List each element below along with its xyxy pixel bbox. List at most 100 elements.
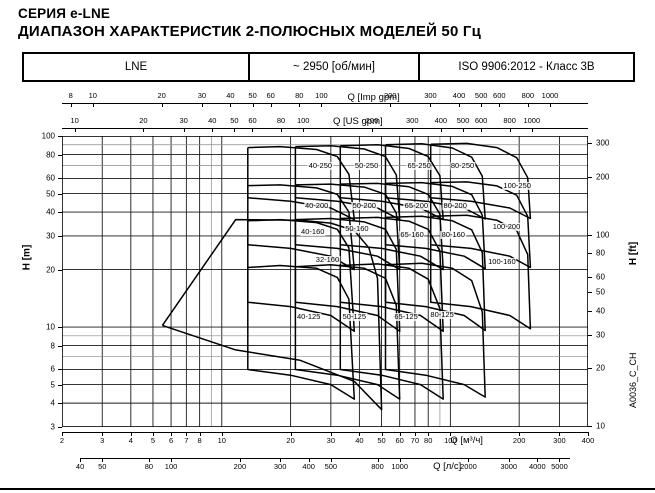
axis-tick-label: 60 xyxy=(395,436,404,445)
axis-tick xyxy=(372,128,374,132)
model-label-65-160: 65-160 xyxy=(399,229,425,239)
axis-tick-label: 500 xyxy=(456,116,470,125)
axis-tick xyxy=(462,128,464,132)
axis-tick-label: 600 xyxy=(474,116,488,125)
axis-title: Q [Imp gpm] xyxy=(347,92,400,103)
axis-tick xyxy=(321,103,323,107)
axis-tick xyxy=(588,432,589,436)
axis-tick xyxy=(359,432,361,436)
performance-envelope-80-250 xyxy=(384,143,486,220)
info-cell-model: LNE xyxy=(24,54,250,80)
performance-envelope-40-160 xyxy=(247,218,356,333)
y-axis-tick-label-ft: 10 xyxy=(596,421,605,431)
axis-tick-label: 400 xyxy=(302,462,315,471)
axis-tick-label: 40 xyxy=(75,462,85,471)
axis-tick xyxy=(459,103,461,107)
axis-tick xyxy=(130,432,132,436)
axis-tick xyxy=(468,458,470,462)
axis-tick xyxy=(330,432,332,436)
axis-tick xyxy=(252,128,254,132)
performance-envelope-40-250 xyxy=(247,145,356,221)
axis-tick-label: 80 xyxy=(144,462,154,471)
axis-tick xyxy=(199,432,201,436)
info-cell-speed: ~ 2950 [об/мин] xyxy=(250,54,420,80)
axis-title: Q [л/с] xyxy=(433,461,462,472)
axis-tick-label: 80 xyxy=(424,436,433,445)
axis-tick xyxy=(509,128,511,132)
axis-tick-label: 200 xyxy=(512,436,526,445)
axis-tick-label: 800 xyxy=(371,462,384,471)
axis-tick-label: 2 xyxy=(59,436,65,445)
axis-tick-label: 40 xyxy=(208,116,217,125)
y-axis-tick-mark xyxy=(58,154,62,156)
axis-tick xyxy=(450,432,452,436)
axis-tick xyxy=(239,458,241,462)
model-label-80-250: 80-250 xyxy=(449,160,476,170)
axis-tick xyxy=(70,103,72,107)
axis-tick-label: 20 xyxy=(157,91,166,100)
y-axis-tick-label-ft: 30 xyxy=(596,330,605,339)
y-axis-tick-mark xyxy=(588,143,592,145)
model-label-40-160: 40-160 xyxy=(300,226,326,236)
y-axis-tick-label-ft: 50 xyxy=(596,287,605,297)
axis-top-us-gpm: 10 20 30 40 50 60 80 100 200 300 400 500 600 800 1000 Q… xyxy=(62,115,588,139)
y-axis-tick-mark xyxy=(588,292,592,294)
axis-tick xyxy=(499,103,501,107)
axis-tick-label: 10 xyxy=(70,116,79,125)
y-axis-tick-mark xyxy=(58,384,62,386)
axis-tick-label: 300 xyxy=(553,436,566,445)
axis-bottom-ls: 40 50 80 100 200 300 400 500 800 1000 2000 3000 4000… xyxy=(76,458,570,482)
axis-tick xyxy=(519,432,521,436)
axis-tick-label: 30 xyxy=(326,436,336,445)
axis-tick xyxy=(377,458,379,462)
y-axis-tick-label-m: 50 xyxy=(46,189,55,199)
model-label-40-200: 40-200 xyxy=(303,201,330,211)
model-label-50-250: 50-250 xyxy=(353,160,380,170)
axis-tick-label: 60 xyxy=(266,91,275,100)
axis-tick-label: 2000 xyxy=(460,462,477,471)
axis-label-head-feet: H [ft] xyxy=(628,241,640,266)
axis-tick xyxy=(412,128,414,132)
performance-envelope-80-125 xyxy=(384,262,486,398)
axis-tick-label: 20 xyxy=(286,436,295,445)
axis-tick-label: 800 xyxy=(503,116,516,125)
model-label-100-250: 100-250 xyxy=(502,180,532,190)
axis-tick-label: 300 xyxy=(424,91,437,100)
model-label-65-125: 65-125 xyxy=(393,311,419,321)
axis-tick xyxy=(559,458,561,462)
axis-tick xyxy=(428,432,430,436)
axis-tick-label: 5000 xyxy=(551,462,568,471)
performance-envelope-50-250 xyxy=(294,144,401,221)
axis-tick-label: 300 xyxy=(273,462,287,471)
axis-tick xyxy=(102,432,104,436)
model-label-65-200: 65-200 xyxy=(403,201,430,211)
axis-tick xyxy=(381,432,383,436)
axis-tick-label: 20 xyxy=(139,116,148,125)
y-axis-tick-label-m: 3 xyxy=(50,422,55,432)
y-axis-tick-label-ft: 80 xyxy=(596,248,605,258)
y-axis-tick-mark xyxy=(58,235,62,237)
axis-tick xyxy=(212,128,214,132)
y-axis-tick-mark xyxy=(58,327,62,329)
axis-tick xyxy=(186,432,188,436)
y-axis-tick-label-m: 100 xyxy=(41,131,55,141)
axis-top-imp-gpm: 8 10 20 30 40 50 60 80 100 200 300 400 500 600 800 1000… xyxy=(62,90,588,114)
series-title: СЕРИЯ e-LNE xyxy=(18,6,111,21)
axis-tick-label: 100 xyxy=(444,436,457,445)
axis-tick-label: 3000 xyxy=(500,462,518,471)
axis-tick-label: 100 xyxy=(315,91,328,100)
model-label-80-200: 80-200 xyxy=(442,201,468,211)
axis-tick-label: 200 xyxy=(383,91,397,100)
y-axis-tick-mark xyxy=(588,177,592,179)
y-axis-tick-label-ft: 20 xyxy=(596,363,605,373)
y-axis-tick-mark xyxy=(58,212,62,214)
axis-title: Q [м³/ч] xyxy=(450,435,483,446)
y-axis-tick-label-m: 5 xyxy=(50,380,55,390)
axis-tick xyxy=(299,103,301,107)
model-label-80-125: 80-125 xyxy=(429,309,455,319)
title-block: СЕРИЯ e-LNE ДИАПАЗОН ХАРАКТЕРИСТИК 2-ПОЛ… xyxy=(18,6,481,41)
model-label-32-160: 32-160 xyxy=(314,254,341,264)
axis-tick xyxy=(102,458,104,462)
performance-envelope-65-200 xyxy=(339,182,444,271)
axis-tick xyxy=(308,458,310,462)
